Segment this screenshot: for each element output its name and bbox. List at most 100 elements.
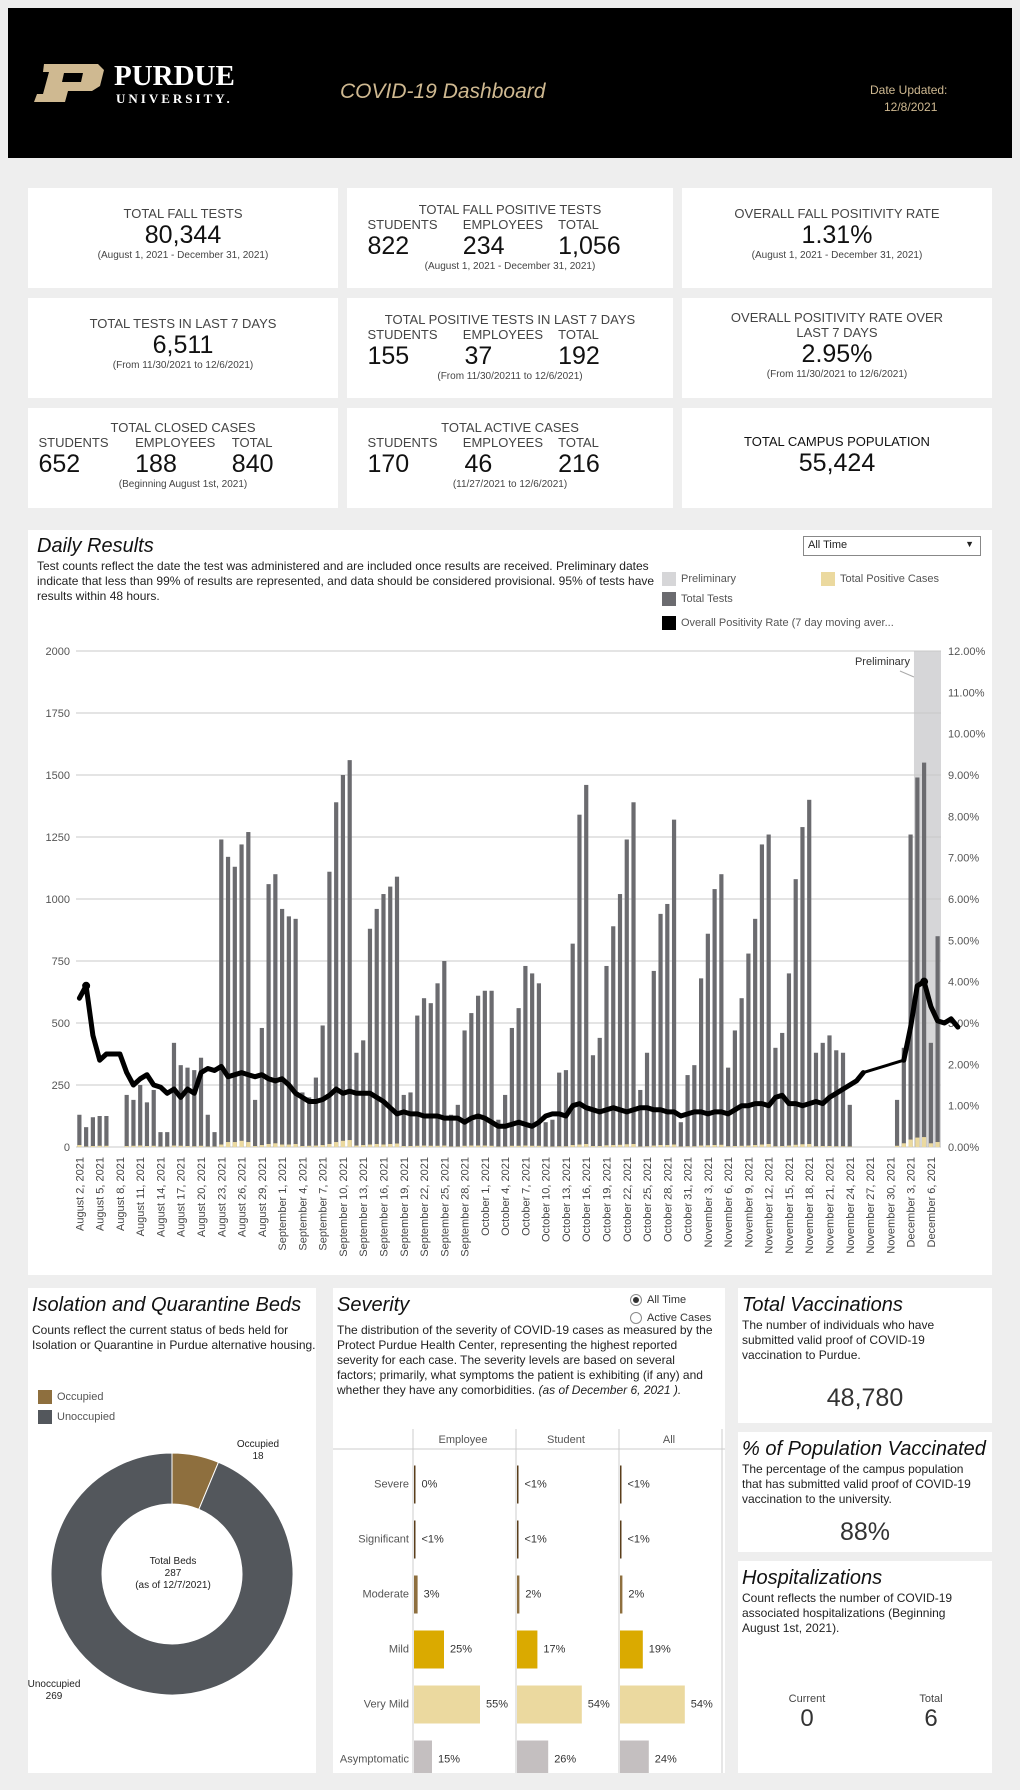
bar-positive-cases [482, 1145, 487, 1147]
severity-bar [620, 1685, 685, 1724]
severity-bar-label: <1% [525, 1479, 548, 1491]
bar-total-tests [590, 1055, 596, 1147]
bar-total-tests [185, 1067, 190, 1147]
kpi-subtitle: (Beginning August 1st, 2021) [118, 479, 248, 490]
bar-positive-cases [935, 1142, 940, 1147]
bar-total-tests [563, 1070, 569, 1147]
hospitalizations-title: Hospitalizations [742, 1567, 883, 1589]
bar-total-tests [793, 879, 798, 1147]
kpi-closed-cases: TOTAL CLOSED CASES STUDENTS 652 EMPLOYEES… [28, 408, 338, 508]
legend-swatch [662, 592, 676, 606]
bar-positive-cases [665, 1145, 670, 1147]
severity-bar [620, 1465, 622, 1504]
date-updated-value: 12/8/2021 [884, 100, 938, 114]
bar-positive-cases [705, 1145, 710, 1147]
students-value: 652 [38, 450, 81, 478]
bar-total-tests [192, 1070, 197, 1147]
bar-positive-cases [523, 1145, 528, 1147]
y2-tick-label: 0.00% [948, 1142, 979, 1154]
bar-positive-cases [786, 1145, 792, 1147]
students-label: STUDENTS [38, 435, 109, 450]
total-value: 1,056 [558, 232, 621, 260]
radio-all-time[interactable]: All Time [630, 1294, 687, 1306]
x-tick-label: November 3, 2021 [703, 1157, 715, 1248]
legend-occupied[interactable]: Occupied [38, 1390, 103, 1404]
bar-total-tests [908, 834, 913, 1147]
bar-total-tests [347, 760, 352, 1147]
severity-bar [414, 1740, 432, 1773]
bar-total-tests [699, 978, 704, 1147]
current-label: Current [788, 1693, 826, 1705]
legend-label: Overall Positivity Rate (7 day moving av… [681, 617, 894, 629]
y-tick-label: 750 [52, 956, 70, 968]
date-range-select[interactable]: All Time ▼ [803, 536, 981, 556]
bar-total-tests [286, 916, 291, 1147]
legend-positive-cases[interactable]: Total Positive Cases [821, 572, 939, 586]
bar-total-tests [665, 903, 670, 1147]
bar-positive-cases [604, 1145, 609, 1147]
students-label: STUDENTS [367, 327, 438, 342]
bar-total-tests [705, 933, 710, 1147]
severity-row-label: Very Mild [364, 1699, 409, 1711]
kpi-subtitle: (August 1, 2021 - December 31, 2021) [424, 261, 596, 272]
legend-positivity-rate[interactable]: Overall Positivity Rate (7 day moving av… [662, 616, 894, 630]
purdue-logo[interactable]: PURDUE UNIVERSITY. [34, 58, 264, 108]
bar-total-tests [780, 1032, 785, 1147]
y-tick-label: 1000 [46, 894, 70, 906]
bar-total-tests [334, 802, 339, 1147]
bar-positive-cases [225, 1142, 231, 1147]
kpi-total-fall-tests: TOTAL FALL TESTS 80,344 (August 1, 2021 … [28, 188, 338, 288]
x-tick-label: October 28, 2021 [662, 1157, 674, 1242]
severity-bar [517, 1465, 519, 1504]
bar-positive-cases [644, 1146, 650, 1147]
legend-total-tests[interactable]: Total Tests [662, 592, 733, 606]
y2-tick-label: 11.00% [948, 687, 985, 699]
severity-bar [517, 1740, 549, 1773]
severity-bar-label: 2% [628, 1589, 644, 1601]
bar-total-tests [503, 1094, 508, 1147]
bar-total-tests [205, 1114, 210, 1147]
bar-positive-cases [374, 1144, 379, 1147]
bar-total-tests [320, 1025, 325, 1147]
bar-total-tests [131, 1099, 136, 1147]
severity-bar-label: 55% [486, 1699, 508, 1711]
severity-bar-label: 17% [543, 1644, 565, 1656]
legend-unoccupied[interactable]: Unoccupied [38, 1410, 115, 1424]
legend-swatch [38, 1390, 52, 1404]
bar-total-tests [273, 874, 278, 1147]
bar-positive-cases [746, 1145, 751, 1147]
occupied-label: Occupied [236, 1439, 280, 1450]
legend-swatch [38, 1410, 52, 1424]
bar-positive-cases [273, 1143, 278, 1147]
y2-tick-label: 10.00% [948, 729, 986, 741]
severity-bar [414, 1630, 444, 1669]
bar-positive-cases [462, 1145, 467, 1147]
bar-total-tests [935, 936, 940, 1147]
bar-positive-cases [577, 1144, 582, 1147]
total-value: 840 [231, 450, 274, 478]
bar-positive-cases [631, 1144, 636, 1147]
bar-total-tests [786, 973, 792, 1147]
bar-positive-cases [840, 1146, 846, 1147]
bar-total-tests [232, 866, 237, 1147]
y2-tick-label: 1.00% [948, 1101, 979, 1113]
bar-total-tests [685, 1075, 690, 1147]
legend-preliminary[interactable]: Preliminary [662, 572, 736, 586]
x-tick-label: October 1, 2021 [480, 1157, 492, 1236]
severity-panel: Severity The distribution of the severit… [333, 1288, 725, 1773]
kpi-title: TOTAL FALL POSITIVE TESTS [418, 202, 602, 217]
bar-total-tests [435, 983, 440, 1147]
donut-unoccupied-label: Unoccupied 269 [26, 1679, 82, 1703]
bar-total-tests [840, 1052, 846, 1147]
bar-total-tests [631, 802, 636, 1147]
legend-swatch [662, 616, 676, 630]
radio-active-cases[interactable]: Active Cases [630, 1312, 712, 1324]
bar-total-tests [915, 777, 920, 1147]
bar-total-tests [536, 983, 542, 1147]
bar-total-tests [550, 1119, 555, 1147]
bar-positive-cases [388, 1144, 393, 1147]
bar-positive-cases [124, 1146, 129, 1147]
legend-label: Occupied [57, 1391, 104, 1403]
kpi-active-cases: TOTAL ACTIVE CASES STUDENTS 170 EMPLOYEES… [347, 408, 673, 508]
kpi-positivity-rate-last-7-days: OVERALL POSITIVITY RATE OVER LAST 7 DAYS… [682, 298, 992, 398]
